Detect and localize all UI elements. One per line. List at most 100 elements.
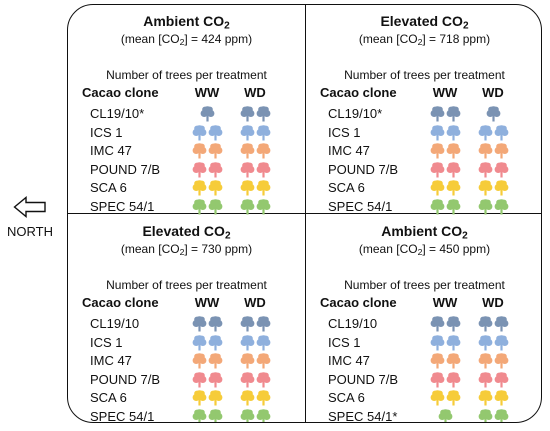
wd-tree-group [235, 143, 275, 159]
tree-icon [240, 199, 255, 215]
tree-icon [446, 106, 461, 122]
clone-label: IMC 47 [328, 353, 370, 369]
wd-column-header: WD [244, 295, 266, 310]
tree-icon [430, 334, 445, 351]
tree-icon [208, 371, 223, 388]
ww-tree-group [187, 161, 227, 178]
clone-label: CL19/10 [90, 316, 140, 331]
tree-icon [192, 390, 207, 406]
ww-tree-group [187, 199, 227, 215]
wd-tree-group [235, 124, 275, 141]
tree-icon [446, 390, 461, 406]
tree-icon [192, 180, 207, 196]
ww-tree-group [187, 409, 227, 422]
wd-tree-group [235, 371, 275, 388]
treatment-name: Ambient [143, 13, 200, 29]
ww-tree-group [425, 316, 465, 332]
wd-tree-group [235, 180, 275, 196]
clone-label: IMC 47 [90, 353, 132, 369]
tree-icon [478, 409, 493, 422]
tree-icon [494, 199, 509, 215]
wd-tree-group [473, 124, 513, 141]
wd-tree-group [235, 106, 275, 122]
mean-prefix: (mean [CO [358, 32, 418, 46]
tree-icon [478, 180, 493, 196]
ww-tree-group [187, 316, 227, 332]
tree-icon [478, 161, 493, 178]
ww-tree-group [425, 124, 465, 141]
quadrant-top-left: Ambient CO2 (mean [CO2] = 424 ppm) Number … [68, 5, 305, 215]
wd-tree-group [235, 353, 275, 369]
trees-per-treatment-title: Number of trees per treatment [344, 278, 505, 292]
tree-icon [256, 124, 271, 141]
wd-tree-group [473, 180, 513, 196]
wd-tree-group [473, 371, 513, 388]
wd-column-header: WD [482, 85, 504, 100]
clone-label: IMC 47 [328, 143, 370, 159]
tree-icon [430, 106, 445, 122]
ww-tree-group [425, 353, 465, 369]
clone-label: ICS 1 [90, 124, 123, 140]
clone-label: SPEC 54/1* [328, 409, 398, 423]
wd-tree-group [473, 409, 513, 422]
clone-label: IMC 47 [90, 143, 132, 159]
treatment-title: Elevated CO2 [142, 223, 231, 242]
clone-label: CL19/10 [328, 316, 378, 331]
mean-suffix: ] = 450 ppm) [422, 242, 491, 256]
mean-prefix: (mean [CO [358, 242, 418, 256]
ww-tree-group [425, 409, 465, 422]
tree-icon [200, 106, 215, 122]
ww-tree-group [187, 106, 227, 122]
mean-co2: (mean [CO2] = 450 ppm) [358, 242, 491, 258]
wd-tree-group [473, 353, 513, 369]
wd-tree-group [473, 316, 513, 332]
tree-icon [494, 161, 509, 178]
clone-label: SCA 6 [328, 180, 365, 196]
mean-prefix: (mean [CO [120, 32, 180, 46]
mean-prefix: (mean [CO [120, 242, 180, 256]
ww-tree-group [187, 180, 227, 196]
tree-icon [208, 143, 223, 159]
tree-icon [438, 409, 453, 422]
treatment-name: Elevated [380, 13, 439, 29]
ww-tree-group [187, 143, 227, 159]
clone-label: SCA 6 [90, 390, 127, 406]
tree-icon [478, 390, 493, 406]
tree-icon [430, 353, 445, 369]
wd-tree-group [473, 106, 513, 122]
ww-tree-group [187, 124, 227, 141]
tree-icon [256, 199, 271, 215]
clone-label: ICS 1 [328, 334, 361, 350]
tree-icon [256, 316, 271, 332]
treatment-name: Elevated [142, 223, 201, 239]
tree-icon [486, 106, 501, 122]
tree-icon [240, 371, 255, 388]
tree-icon [256, 334, 271, 351]
tree-icon [256, 353, 271, 369]
wd-tree-group [473, 199, 513, 215]
tree-icon [478, 199, 493, 215]
tree-icon [256, 180, 271, 196]
tree-icon [446, 161, 461, 178]
horizontal-divider [68, 213, 541, 215]
tree-icon [494, 353, 509, 369]
tree-icon [446, 180, 461, 196]
tree-icon [240, 390, 255, 406]
north-label: NORTH [7, 224, 53, 239]
tree-icon [208, 180, 223, 196]
tree-icon [478, 353, 493, 369]
mean-co2: (mean [CO2] = 718 ppm) [358, 32, 491, 48]
ww-column-header: WW [432, 85, 458, 100]
wd-column-header: WD [244, 85, 266, 100]
ww-tree-group [425, 143, 465, 159]
quadrant-top-right: Elevated CO2 (mean [CO2] = 718 ppm) Number… [306, 5, 541, 215]
mean-suffix: ] = 424 ppm) [184, 32, 253, 46]
tree-icon [430, 199, 445, 215]
clone-column-header: Cacao clone [320, 85, 397, 100]
tree-icon [208, 161, 223, 178]
wd-column-header: WD [482, 295, 504, 310]
tree-icon [430, 143, 445, 159]
clone-label: SPEC 54/1 [90, 409, 155, 423]
tree-icon [192, 124, 207, 141]
wd-tree-group [235, 390, 275, 406]
